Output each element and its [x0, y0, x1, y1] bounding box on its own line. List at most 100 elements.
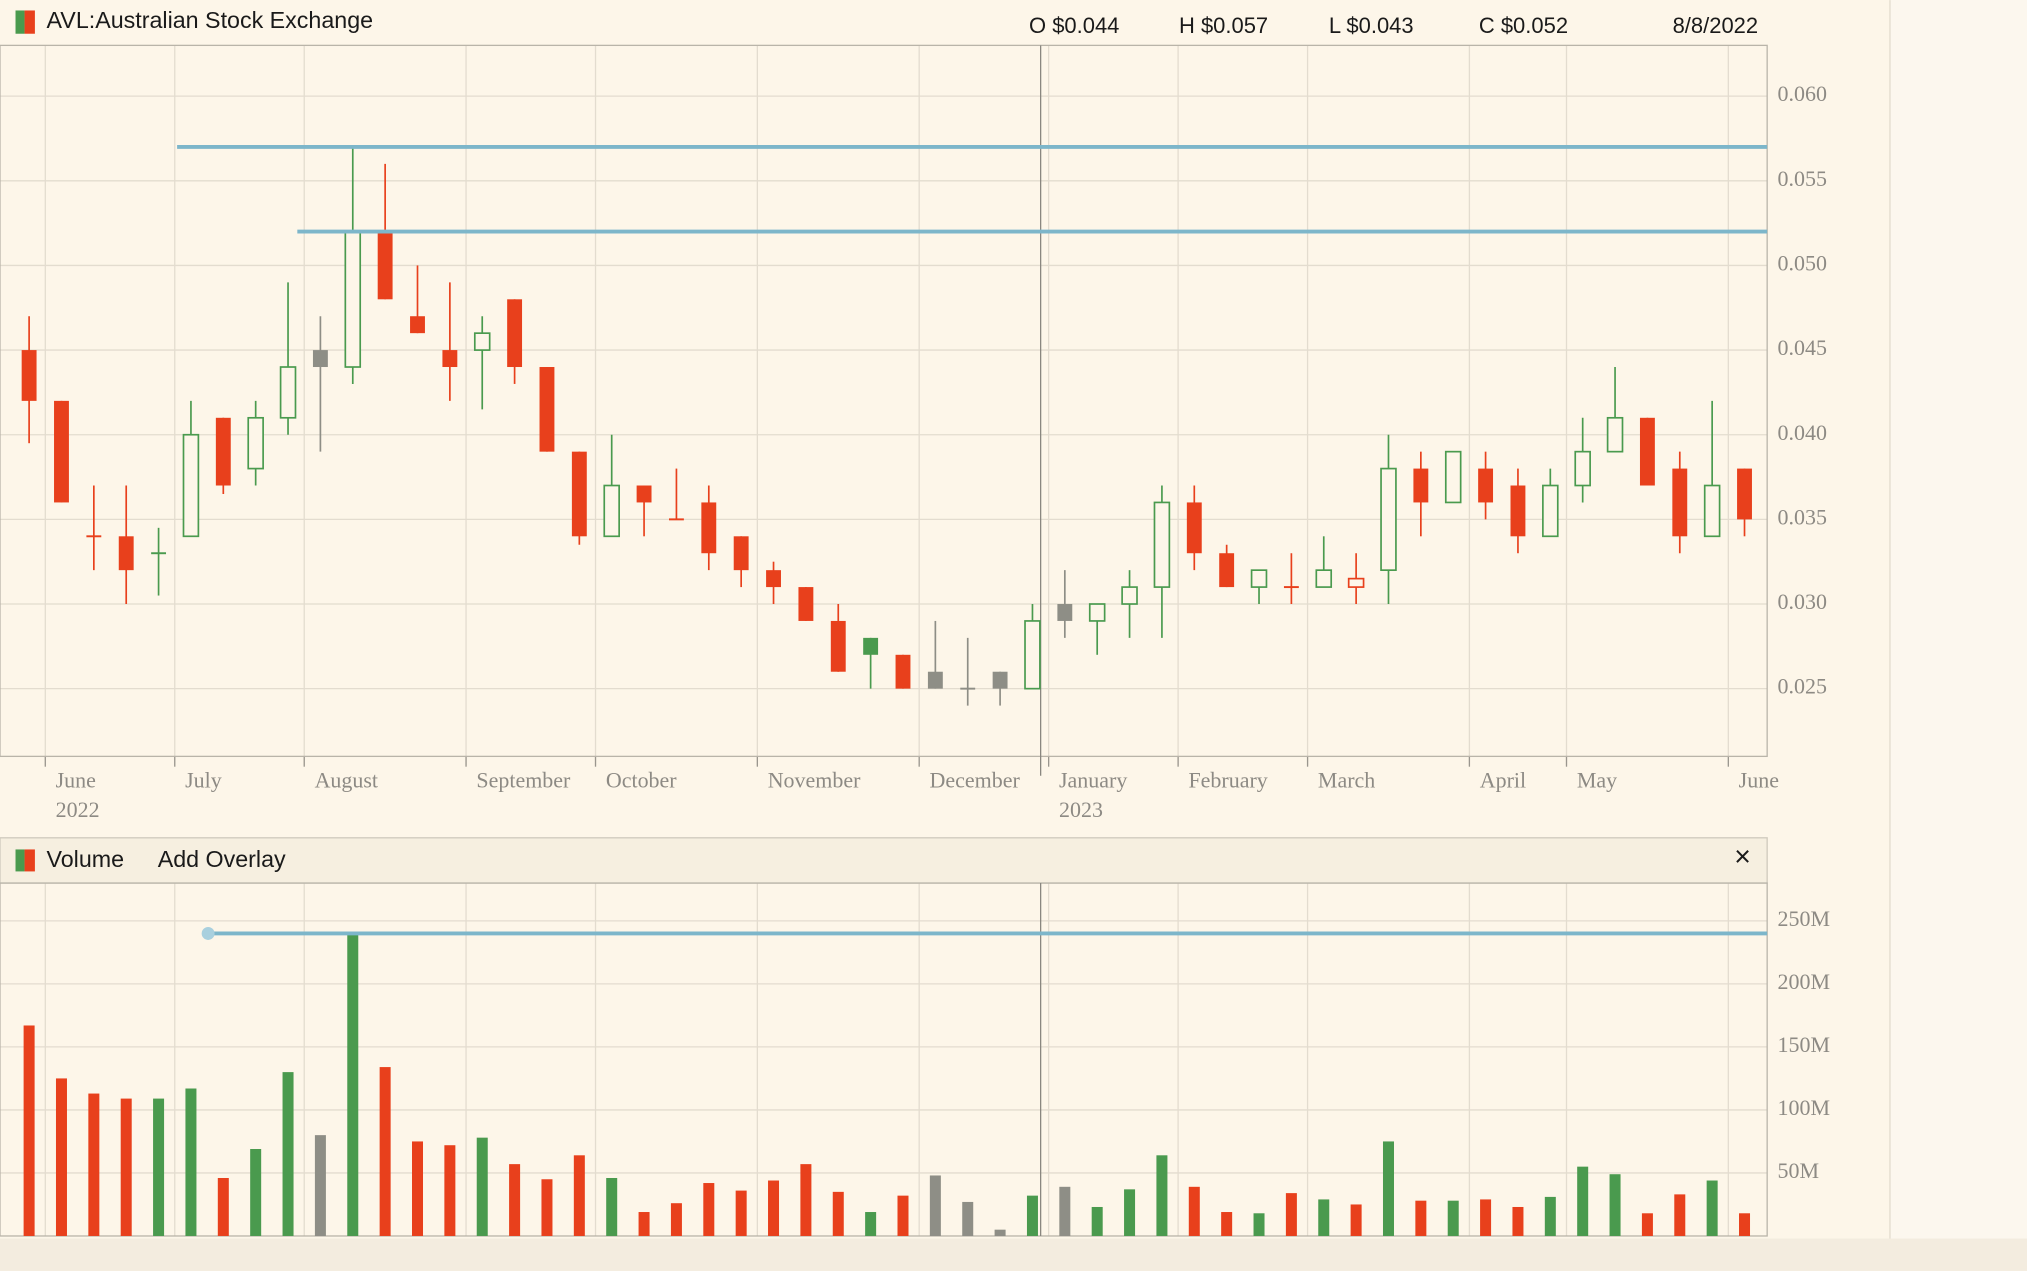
volume-bar: [88, 1093, 100, 1236]
volume-bar: [994, 1229, 1006, 1236]
volume-bar: [1447, 1200, 1459, 1236]
volume-bar: [1706, 1180, 1718, 1236]
candle-body: [1380, 467, 1397, 571]
price-panel: [0, 44, 1768, 758]
open-readout: O $0.044: [1029, 13, 1119, 38]
x-tick-label: March: [1318, 767, 1375, 792]
volume-bar: [412, 1141, 424, 1236]
candle-body: [1121, 586, 1138, 605]
volume-bar: [1091, 1206, 1103, 1236]
volume-bar: [347, 933, 359, 1236]
volume-bar: [1253, 1213, 1265, 1236]
volume-bar: [541, 1179, 553, 1236]
volume-bar: [1350, 1204, 1362, 1236]
candle-body: [927, 671, 943, 689]
grid: [0, 45, 1768, 1236]
candle-body: [1606, 416, 1624, 453]
marks: [21, 145, 1768, 1236]
x-tick-label: July: [185, 767, 222, 792]
x-tick-label: June: [56, 767, 96, 792]
candle-body: [312, 350, 328, 368]
icon: [15, 849, 25, 872]
candle-body: [571, 451, 587, 537]
candle-body: [1413, 468, 1429, 503]
date-readout: 8/8/2022: [1673, 13, 1759, 38]
candle-body: [1478, 468, 1494, 503]
volume-bar: [1318, 1199, 1330, 1236]
icon: [15, 10, 25, 34]
icon: [24, 849, 35, 872]
volume-bar: [1544, 1196, 1556, 1236]
candle-body: [54, 400, 69, 503]
volume-bar: [1382, 1141, 1394, 1236]
high-readout: H $0.057: [1179, 13, 1268, 38]
volume-bar: [1480, 1199, 1492, 1236]
volume-bar: [444, 1145, 456, 1236]
y-tick-label: 0.025: [1778, 674, 1827, 699]
y-tick-label: 0.050: [1778, 250, 1827, 275]
volume-bar: [1285, 1193, 1297, 1236]
x-year-label: 2023: [1059, 797, 1103, 822]
x-tick-label: November: [768, 767, 861, 792]
close-button[interactable]: ×: [1734, 841, 1751, 873]
volume-bar: [1026, 1195, 1038, 1236]
volume-bar: [1124, 1189, 1136, 1236]
candle-body: [701, 502, 717, 554]
icon: [24, 10, 35, 34]
candle-body: [1219, 553, 1235, 588]
y-tick-label: 0.040: [1778, 420, 1827, 445]
volume-bar: [670, 1203, 682, 1236]
x-tick-label: August: [315, 767, 378, 792]
volume-bar: [1188, 1186, 1200, 1236]
candle-body: [539, 367, 555, 452]
y-tick-label: 150M: [1778, 1032, 1830, 1057]
candle-body: [1315, 569, 1333, 588]
volume-bar: [1415, 1200, 1427, 1236]
candle-body: [895, 654, 911, 689]
candle-body: [1542, 484, 1559, 538]
volume-level-handle: [201, 927, 215, 940]
y-tick-label: 0.030: [1778, 589, 1827, 614]
volume-bar: [379, 1067, 391, 1236]
candle-body: [410, 316, 425, 334]
x-tick-label: December: [930, 767, 1021, 792]
volume-bar: [606, 1177, 618, 1236]
candle-body: [1444, 450, 1462, 504]
volume-bar: [476, 1137, 488, 1236]
x-tick-label: May: [1577, 767, 1617, 792]
candle-body: [1737, 468, 1752, 520]
volume-bar: [1577, 1166, 1589, 1236]
volume-bar: [185, 1088, 197, 1236]
candle-body: [636, 485, 652, 503]
x-tick-label: September: [476, 767, 571, 792]
candle-body: [798, 587, 814, 621]
y-tick-label: 0.035: [1778, 504, 1827, 529]
close-readout: C $0.052: [1479, 13, 1568, 38]
volume-bar: [768, 1180, 780, 1236]
y-tick-label: 0.060: [1778, 81, 1827, 106]
candle-body: [1672, 468, 1688, 537]
candle-body: [603, 484, 620, 538]
candle-body: [215, 417, 231, 486]
candle-body: [1153, 501, 1171, 588]
volume-bar: [897, 1195, 909, 1236]
candle-body: [1574, 450, 1591, 487]
volume-bar: [314, 1135, 326, 1236]
volume-bar: [638, 1212, 650, 1236]
add-overlay[interactable]: Add Overlay: [158, 846, 286, 872]
candle-body: [1703, 484, 1721, 538]
chart-title: AVL:Australian Stock Exchange: [47, 7, 374, 33]
volume-bar: [1156, 1155, 1168, 1236]
candle-body: [766, 570, 781, 588]
y-tick-label: 50M: [1778, 1158, 1820, 1183]
volume-bar: [800, 1164, 812, 1236]
x-tick-label: October: [606, 767, 677, 792]
candle-body: [1250, 569, 1268, 588]
x-tick-label: June: [1739, 767, 1779, 792]
candle-body: [247, 416, 264, 470]
volume-bar: [573, 1155, 585, 1236]
volume-bar: [55, 1078, 67, 1236]
y-tick-label: 0.055: [1778, 166, 1827, 191]
